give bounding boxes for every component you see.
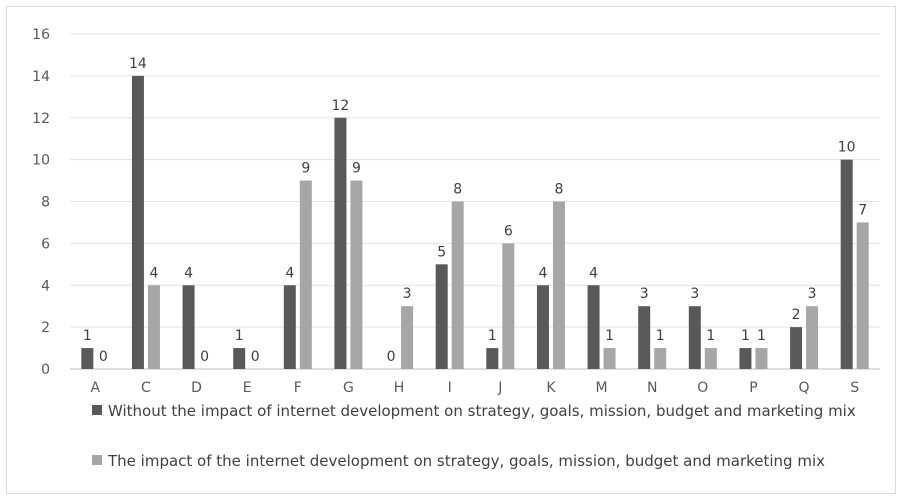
- y-tick-label: 14: [32, 69, 50, 85]
- data-label: 14: [129, 56, 147, 72]
- y-tick-label: 10: [32, 153, 50, 169]
- y-tick-label: 8: [41, 195, 50, 211]
- data-label: 4: [149, 265, 158, 281]
- data-label: 0: [99, 349, 108, 365]
- x-tick-label: O: [697, 380, 708, 396]
- data-label: 1: [741, 328, 750, 344]
- x-tick-label: Q: [799, 380, 810, 396]
- legend-swatch-series-2: [92, 455, 102, 465]
- y-tick-label: 4: [41, 278, 50, 294]
- bar: [147, 285, 160, 369]
- data-label: 8: [554, 182, 563, 198]
- legend-label-series-2: The impact of the internet development o…: [108, 452, 826, 470]
- bar: [603, 348, 616, 369]
- data-label: 3: [403, 286, 412, 302]
- bar: [486, 348, 499, 369]
- x-tick-label: S: [850, 380, 859, 396]
- y-tick-label: 16: [32, 27, 50, 43]
- data-label: 8: [453, 182, 462, 198]
- data-label: 0: [251, 349, 260, 365]
- bar: [806, 306, 819, 369]
- legend-swatch-series-1: [92, 405, 102, 415]
- legend-label-series-1: Without the impact of internet developme…: [108, 402, 856, 420]
- bar: [536, 285, 549, 369]
- bar: [435, 264, 448, 369]
- bar: [704, 348, 717, 369]
- data-label: 7: [858, 202, 867, 218]
- bar: [755, 348, 768, 369]
- bar-chart: 024681012141610A144C40D10E49F129G03H58I1…: [32, 27, 880, 396]
- x-tick-label: K: [546, 380, 556, 396]
- y-tick-label: 12: [32, 111, 50, 127]
- bar: [638, 306, 651, 369]
- data-label: 10: [838, 140, 856, 156]
- data-label: 12: [332, 98, 350, 114]
- bar: [502, 243, 515, 369]
- bar: [790, 327, 803, 369]
- bar: [131, 75, 144, 369]
- data-label: 5: [437, 244, 446, 260]
- bar: [401, 306, 414, 369]
- bar: [840, 159, 853, 369]
- x-tick-label: C: [141, 380, 151, 396]
- y-tick-label: 2: [41, 320, 50, 336]
- chart-frame: [6, 6, 896, 494]
- bar: [856, 222, 869, 369]
- data-label: 9: [301, 161, 310, 177]
- x-tick-label: P: [749, 380, 757, 396]
- data-label: 6: [504, 223, 513, 239]
- data-label: 2: [792, 307, 801, 323]
- data-label: 1: [605, 328, 614, 344]
- x-tick-label: H: [394, 380, 405, 396]
- bar: [81, 348, 94, 369]
- x-tick-label: M: [596, 380, 608, 396]
- bar: [233, 348, 246, 369]
- bar: [350, 180, 363, 369]
- x-tick-label: D: [191, 380, 202, 396]
- x-tick-label: G: [343, 380, 354, 396]
- bar: [182, 285, 195, 369]
- data-label: 4: [538, 265, 547, 281]
- data-label: 1: [488, 328, 497, 344]
- data-label: 0: [387, 349, 396, 365]
- x-tick-label: N: [647, 380, 657, 396]
- data-label: 1: [235, 328, 244, 344]
- bar: [739, 348, 752, 369]
- x-tick-label: E: [243, 380, 252, 396]
- bar: [334, 117, 347, 369]
- x-tick-label: A: [91, 380, 101, 396]
- data-label: 3: [808, 286, 817, 302]
- x-tick-label: J: [497, 380, 502, 396]
- data-label: 1: [706, 328, 715, 344]
- data-label: 0: [200, 349, 209, 365]
- data-label: 9: [352, 161, 361, 177]
- bar: [688, 306, 701, 369]
- x-tick-label: F: [294, 380, 302, 396]
- y-tick-label: 0: [41, 362, 50, 378]
- data-label: 1: [656, 328, 665, 344]
- data-label: 3: [690, 286, 699, 302]
- y-tick-label: 6: [41, 236, 50, 252]
- bar: [283, 285, 296, 369]
- x-tick-label: I: [448, 380, 452, 396]
- data-label: 4: [285, 265, 294, 281]
- data-label: 3: [640, 286, 649, 302]
- bar: [299, 180, 312, 369]
- legend-item-series-1: Without the impact of internet developme…: [92, 400, 872, 422]
- legend-item-series-2: The impact of the internet development o…: [92, 450, 872, 472]
- bar: [451, 201, 464, 369]
- bar: [552, 201, 565, 369]
- data-label: 4: [184, 265, 193, 281]
- bar: [654, 348, 667, 369]
- data-label: 1: [757, 328, 766, 344]
- data-label: 4: [589, 265, 598, 281]
- data-label: 1: [83, 328, 92, 344]
- bar: [587, 285, 600, 369]
